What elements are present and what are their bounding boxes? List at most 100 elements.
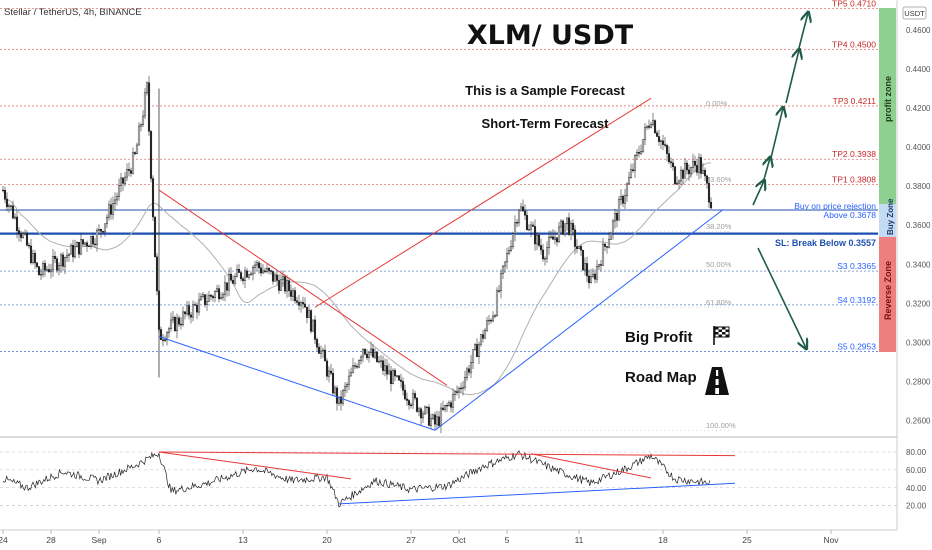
candle-down [315,339,319,348]
candle-down [133,152,137,155]
chart-title: XLM/ USDT [467,20,634,51]
candle-down [371,348,375,358]
candle-down [407,400,411,406]
candle-up [253,264,257,268]
candle-up [31,253,35,264]
candle-up [73,246,77,258]
candle-up [349,372,353,377]
candle-up [493,315,497,317]
candle-up [143,92,147,117]
candle-down [147,82,151,132]
candle-up [429,418,433,426]
candle-up [125,169,129,178]
candle-up [359,356,363,361]
trend-down-blue [158,336,436,431]
candle-down [189,314,193,318]
candle-up [113,199,117,204]
candle-up [219,297,223,300]
candle-down [531,224,535,227]
candle-up [677,180,681,184]
candle-up [345,384,349,387]
price-tick-label: 0.4400 [906,65,931,74]
candle-down [241,278,245,281]
candle-down [193,304,197,306]
candle-up [377,360,381,363]
candle-down [61,254,65,267]
candle-up [65,255,69,258]
candle-up [503,261,507,267]
candle-down [257,262,261,269]
candle-down [29,245,33,264]
candle-down [11,205,15,219]
time-tick-label: 6 [157,535,162,545]
candle-down [153,216,157,258]
candle-down [455,391,459,393]
price-tick-label: 0.4200 [906,104,931,113]
candle-up [391,370,395,385]
candle-up [701,170,705,174]
price-tick-label: 0.3000 [906,338,931,347]
candle-up [265,267,269,272]
candle-up [387,370,391,375]
candle-up [589,276,593,284]
candle-down [419,408,423,419]
time-tick-label: 5 [505,535,510,545]
currency-badge [902,6,927,20]
candle-down [287,280,291,291]
candle-up [553,237,557,240]
candle-down [317,346,321,354]
fib-label: 38.20% [706,222,732,231]
candle-down [397,375,401,381]
candle-up [649,124,653,128]
candle-down [3,190,7,200]
candle-up [511,233,515,247]
candle-down [567,217,571,235]
candle-up [675,182,679,185]
candle-up [145,82,149,94]
candle-down [575,246,579,249]
candle-down [681,169,685,179]
candle-up [45,269,49,271]
candle-down [365,353,369,358]
time-tick-label: 11 [575,535,584,545]
arrow-up-2 [763,158,770,184]
candle-up [249,273,253,276]
candle-down [375,351,379,363]
candle-up [247,274,251,278]
candle-up [7,205,11,208]
candle-down [293,290,297,302]
candle-up [181,311,185,325]
candle-up [141,115,145,125]
candle-down [415,397,419,412]
candle-down [149,131,153,179]
price-tick-label: 0.2800 [906,377,931,386]
candle-up [351,365,355,373]
candle-up [495,290,499,316]
buy-zone-label: Buy Zone [886,198,895,235]
candle-up [659,140,663,142]
road-map-text: Road Map [625,369,697,386]
candle-down [695,165,699,173]
candle-down [295,300,299,303]
price-tick-label: 0.3200 [906,299,931,308]
candle-up [447,402,451,406]
candle-up [483,329,487,339]
candle-down [19,233,23,238]
candle-up [167,328,171,333]
arrow-down [757,247,806,348]
forecast-arrows [752,13,808,348]
candle-down [657,136,661,142]
candle-down [155,256,159,292]
candle-down [481,334,485,339]
candle-up [185,305,189,315]
candle-down [25,232,29,246]
candle-up [367,352,371,358]
candle-down [703,170,707,177]
candle-up [469,362,473,373]
candle-down [301,302,305,305]
candle-down [55,258,59,271]
candle-up [251,267,255,275]
candle-up [499,273,503,291]
level-label: S4 0.3192 [837,295,876,305]
